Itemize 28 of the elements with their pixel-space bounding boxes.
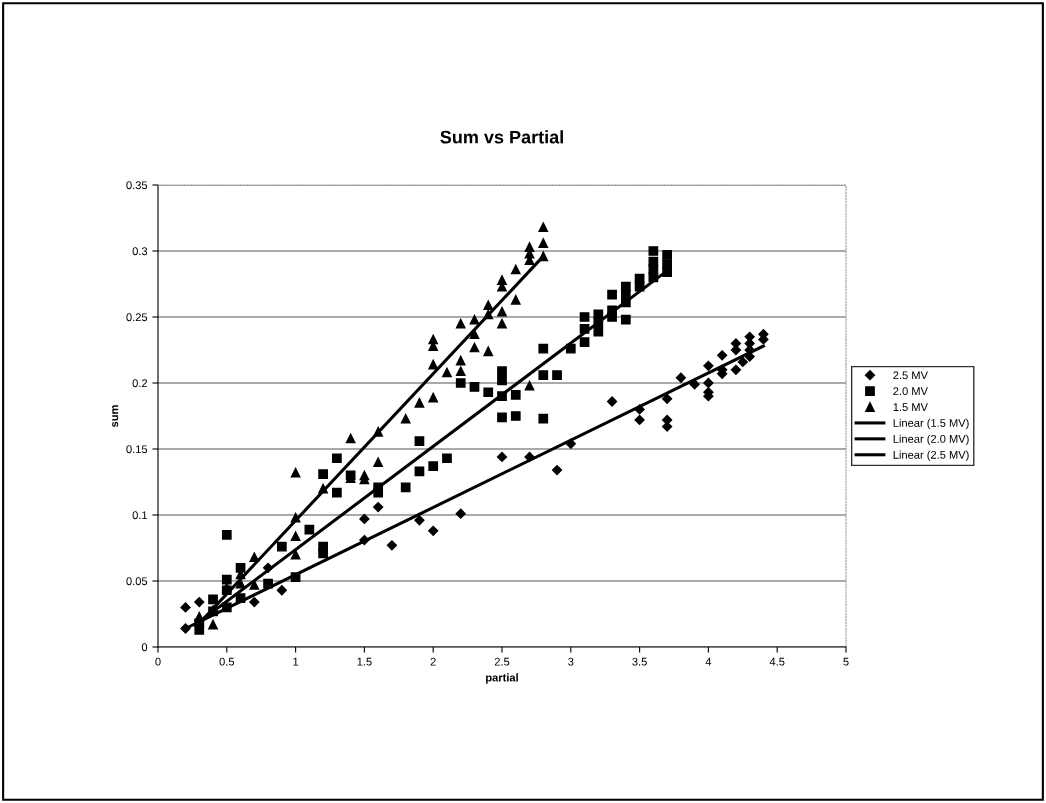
legend-label: Linear (1.5 MV) [893,418,969,430]
x-tick-label: 1.5 [357,657,372,666]
x-tick-label: 5 [843,657,849,666]
legend-label: Linear (2.0 MV) [893,434,969,446]
y-tick-label: 0.3 [132,247,148,256]
x-tick-label: 0.5 [219,657,235,666]
x-tick-label: 3.5 [632,657,647,666]
y-tick-label: 0.05 [126,577,148,586]
x-tick-label: 4 [705,657,712,666]
y-tick-label: 0.2 [132,379,148,388]
x-axis-title: partial [486,673,518,684]
y-tick-label: 0 [141,643,148,652]
y-tick-label: 0.35 [126,181,148,190]
x-tick-label: 1 [293,657,299,666]
x-tick-label: 2.5 [494,657,510,666]
y-tick-label: 0.1 [132,511,148,520]
x-tick-label: 2 [430,657,436,666]
legend-label: 2.5 MV [893,371,928,380]
legend-label: 2.0 MV [893,387,928,396]
x-tick-label: 3 [568,657,574,666]
y-tick-label: 0.25 [126,313,148,322]
chart-title: Sum vs Partial [440,130,563,144]
x-tick-label: 0 [155,657,161,666]
x-tick-label: 4.5 [769,657,785,666]
y-axis-title: sum [112,405,119,428]
legend-label: Linear (2.5 MV) [893,450,969,461]
y-tick-label: 0.15 [126,445,148,454]
legend-label: 1.5 MV [893,403,928,412]
